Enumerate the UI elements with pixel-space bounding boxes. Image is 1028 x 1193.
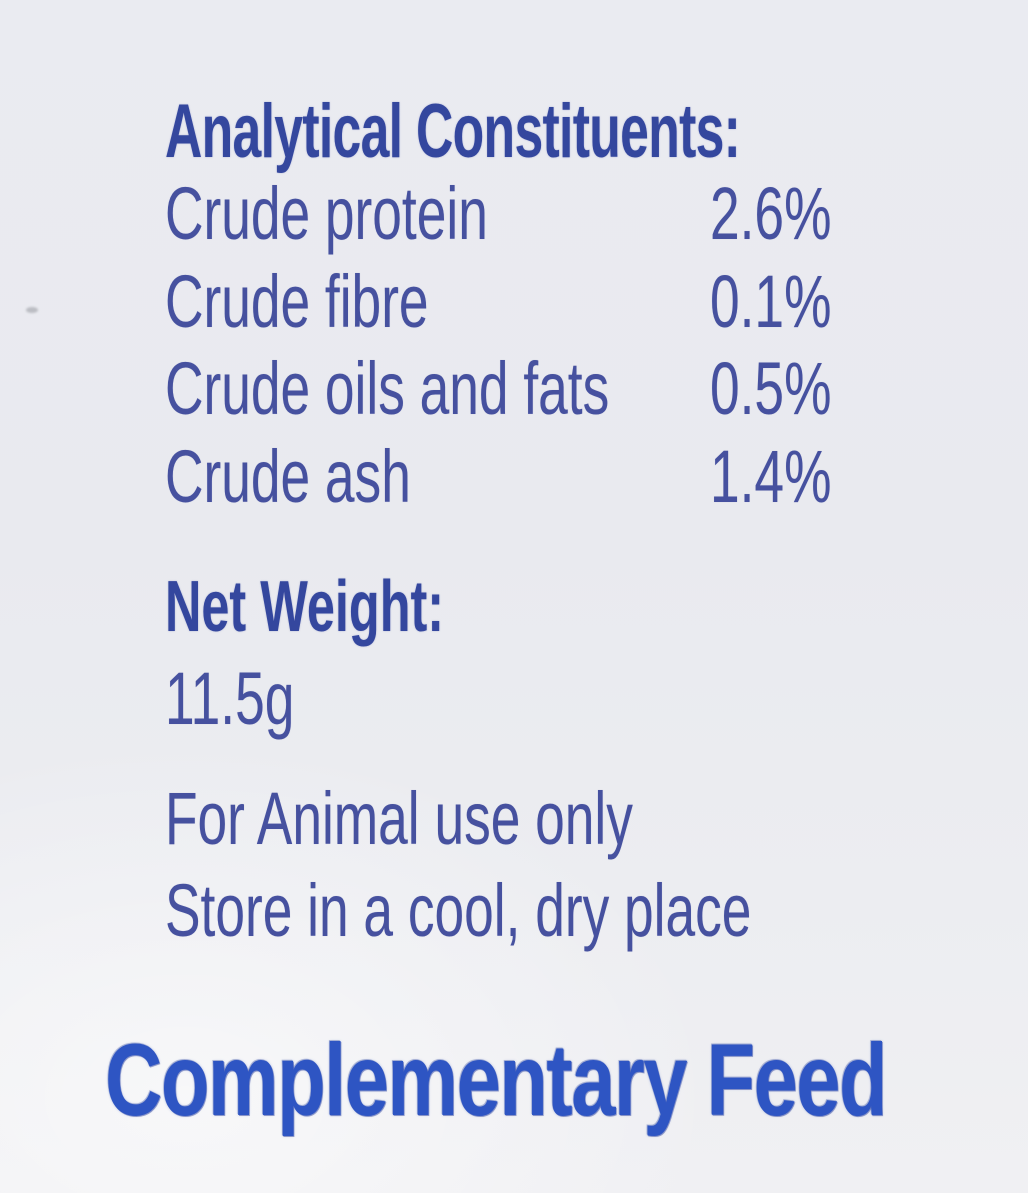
constituent-name: Crude oils and fats [165, 347, 610, 430]
animal-use-note: For Animal use only [165, 777, 633, 860]
constituent-row-crude-oils-and-fats: Crude oils and fats 0.5% [165, 346, 925, 434]
constituent-name: Crude ash [165, 435, 411, 518]
constituent-value: 0.1% [710, 260, 832, 343]
constituent-row-crude-protein: Crude protein 2.6% [165, 171, 925, 259]
constituent-name: Crude protein [165, 172, 488, 255]
constituent-row-crude-ash: Crude ash 1.4% [165, 434, 925, 522]
constituent-name: Crude fibre [165, 260, 429, 343]
constituent-value: 1.4% [710, 435, 832, 518]
constituent-row-crude-fibre: Crude fibre 0.1% [165, 259, 925, 347]
net-weight-value: 11.5g [165, 657, 295, 740]
feed-type-banner: Complementary Feed [105, 1023, 888, 1137]
net-weight-title: Net Weight: [165, 567, 445, 647]
constituent-value: 2.6% [710, 172, 832, 255]
storage-note: Store in a cool, dry place [165, 869, 752, 952]
analytical-constituents-title: Analytical Constituents: [165, 89, 741, 174]
constituent-value: 0.5% [710, 347, 832, 430]
dust-speck [26, 307, 38, 313]
